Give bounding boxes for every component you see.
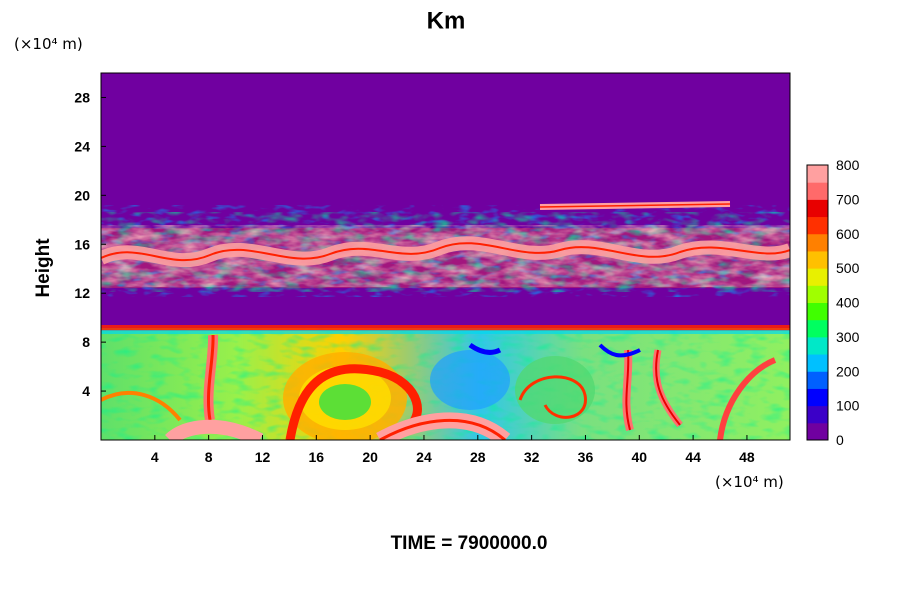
upper-turbulent-band — [101, 201, 790, 297]
y-axis-ticks: 4 8 12 16 20 24 28 — [74, 89, 106, 399]
plot-area — [101, 73, 790, 440]
colorbar-tick-label: 300 — [836, 329, 860, 345]
x-tick-label: 32 — [524, 449, 540, 465]
x-tick-label: 40 — [631, 449, 647, 465]
colorbar-swatch — [807, 233, 828, 252]
colorbar-frame — [806, 164, 829, 441]
x-tick-label: 24 — [416, 449, 432, 465]
colorbar-swatch — [807, 388, 828, 407]
colorbar-swatch — [807, 319, 828, 338]
colorbar-tick-label: 800 — [836, 157, 860, 173]
y-axis-label: Height — [33, 238, 54, 298]
x-tick-label: 36 — [578, 449, 594, 465]
colorbar-swatch — [807, 285, 828, 303]
y-axis-unit: (×10⁴ m) — [14, 35, 83, 53]
colorbar-tick-label: 400 — [836, 295, 860, 311]
time-label: TIME = 7900000.0 — [391, 533, 548, 554]
colorbar-swatch — [807, 199, 828, 218]
x-tick-label: 44 — [685, 449, 701, 465]
colorbar-swatch — [807, 405, 828, 424]
colorbar-tick-label: 500 — [836, 260, 860, 276]
lower-layer — [101, 325, 790, 440]
y-tick-label: 28 — [74, 89, 90, 105]
y-tick-label: 12 — [74, 285, 90, 301]
colorbar-swatch — [807, 165, 828, 183]
colorbar-swatch — [807, 216, 828, 235]
colorbar-swatch — [807, 250, 828, 269]
colorbar-tick-label: 200 — [836, 363, 860, 379]
colorbar-swatch — [807, 354, 828, 372]
x-axis-unit: (×10⁴ m) — [715, 473, 784, 491]
colorbar-swatch — [807, 371, 828, 389]
colorbar-swatch — [807, 302, 828, 321]
colorbar-swatch — [807, 422, 828, 441]
colorbar-tick-label: 600 — [836, 226, 860, 242]
colorbar-tick-label: 700 — [836, 191, 860, 207]
x-tick-label: 28 — [470, 449, 486, 465]
x-tick-label: 20 — [362, 449, 378, 465]
colorbar-tick-label: 0 — [836, 432, 844, 448]
y-tick-label: 24 — [74, 138, 90, 154]
y-tick-label: 16 — [74, 236, 90, 252]
colorbar-swatch — [807, 268, 828, 286]
plot-frame — [100, 72, 791, 441]
colorbar-swatch — [807, 336, 828, 355]
y-tick-label: 4 — [82, 383, 90, 399]
y-tick-label: 8 — [82, 334, 90, 350]
x-tick-label: 12 — [255, 449, 271, 465]
y-tick-label: 20 — [74, 187, 90, 203]
x-axis-ticks: 4 8 12 16 20 24 28 32 36 40 44 48 — [151, 435, 755, 465]
chart-title: Km — [427, 7, 466, 34]
colorbar-tick-label: 100 — [836, 398, 860, 414]
x-tick-label: 4 — [151, 449, 159, 465]
x-tick-label: 8 — [205, 449, 213, 465]
colorbar-swatch — [807, 182, 828, 200]
x-tick-label: 48 — [739, 449, 755, 465]
x-tick-label: 16 — [309, 449, 325, 465]
colorbar: 0 100 200 300 400 500 600 700 800 — [806, 157, 860, 448]
